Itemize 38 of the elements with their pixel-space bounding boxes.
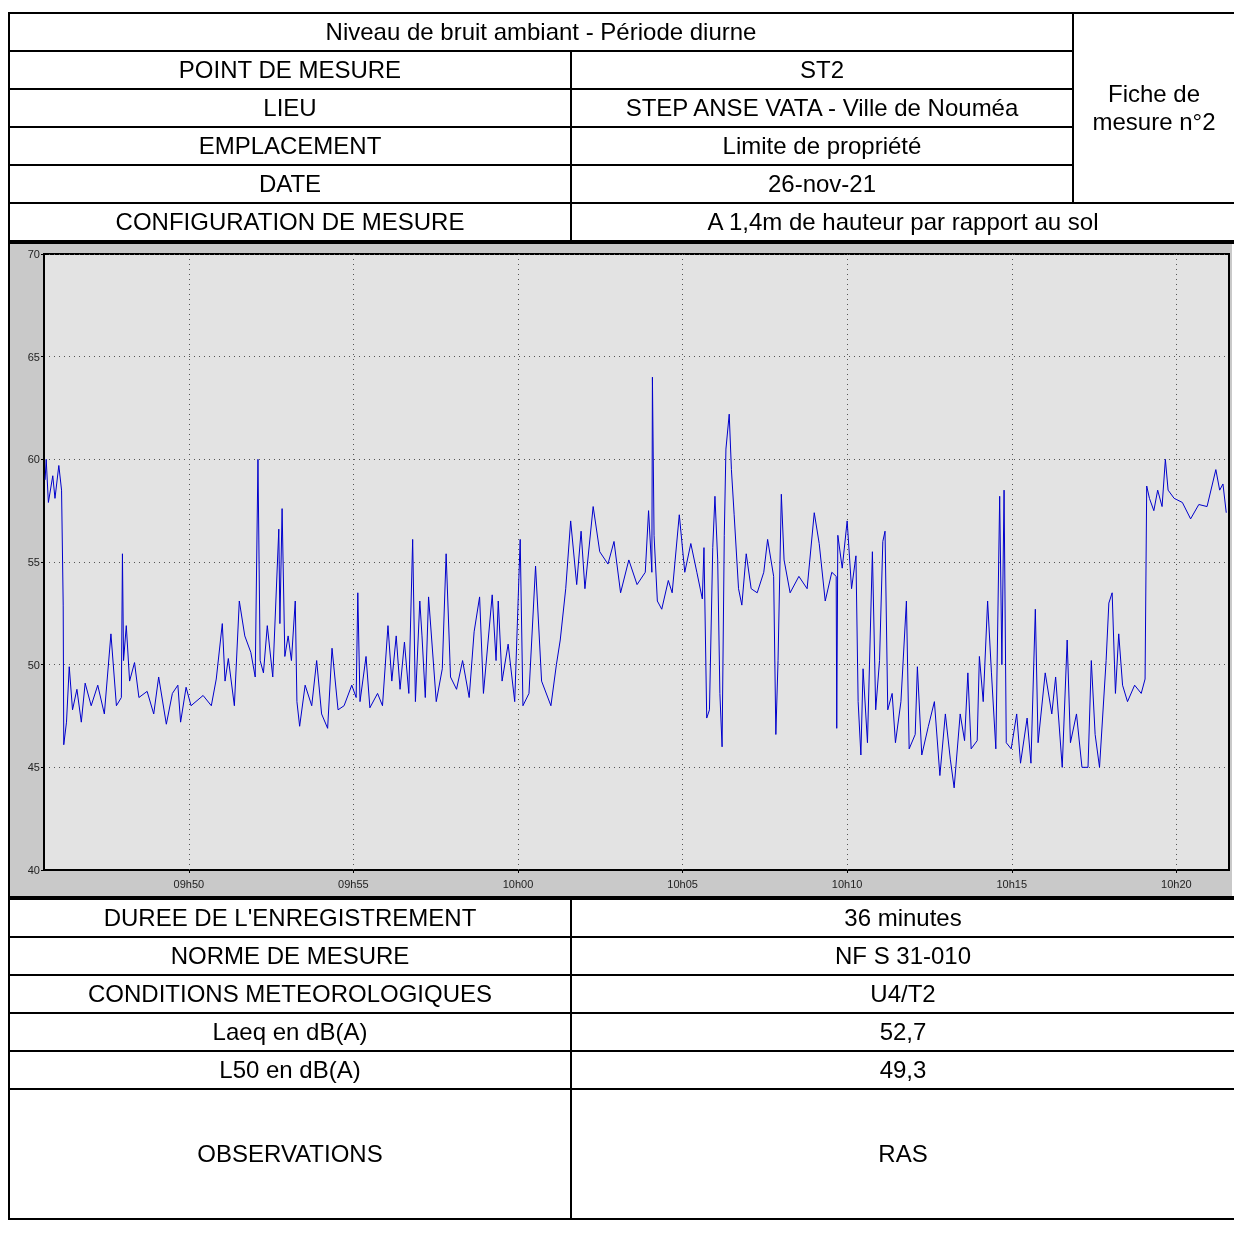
chart-title: Niveau de bruit ambiant - Période diurne: [9, 13, 1074, 51]
text: RAS: [878, 1140, 928, 1168]
text: 52,7: [879, 1018, 927, 1046]
y-tick-label: 45: [27, 761, 40, 774]
x-tick-label: 09h55: [338, 877, 369, 890]
text: A 1,4m de hauteur par rapport au sol: [707, 208, 1099, 236]
text: POINT DE MESURE: [178, 56, 402, 84]
text: ST2: [800, 56, 845, 84]
text: NF S 31-010: [834, 942, 972, 970]
text: OBSERVATIONS: [197, 1140, 383, 1168]
text: DUREE DE L'ENREGISTREMENT: [103, 904, 477, 932]
text: Fiche de mesure n°2: [1092, 80, 1216, 135]
text: STEP ANSE VATA - Ville de Nouméa: [625, 94, 1019, 122]
y-tick-label: 55: [27, 556, 40, 568]
x-tick-label: 09h50: [173, 877, 205, 890]
text: NORME DE MESURE: [170, 942, 410, 970]
text: DATE: [258, 170, 322, 198]
x-tick-label: 10h00: [502, 877, 534, 890]
text: CONFIGURATION DE MESURE: [115, 208, 465, 236]
y-tick-label: 65: [27, 350, 40, 363]
x-tick-label: 10h15: [996, 877, 1028, 890]
y-tick-label: 60: [27, 453, 40, 466]
text: LIEU: [263, 94, 317, 122]
text: Laeq en dB(A): [212, 1018, 368, 1046]
y-tick-label: 50: [27, 658, 40, 671]
text: CONDITIONS METEOROLOGIQUES: [87, 980, 493, 1008]
text: 49,3: [879, 1056, 927, 1084]
text: 26-nov-21: [767, 170, 877, 198]
y-tick-label: 70: [27, 248, 40, 260]
x-tick-label: 10h10: [831, 877, 863, 890]
x-tick-label: 10h20: [1161, 877, 1192, 890]
x-tick-label: 10h05: [667, 877, 698, 890]
text: U4/T2: [870, 980, 936, 1008]
text: Limite de propriété: [722, 132, 922, 160]
text: EMPLACEMENT: [198, 132, 382, 160]
y-tick-label: 40: [27, 864, 40, 876]
text: L50 en dB(A): [219, 1056, 361, 1084]
text: 36 minutes: [844, 904, 962, 932]
